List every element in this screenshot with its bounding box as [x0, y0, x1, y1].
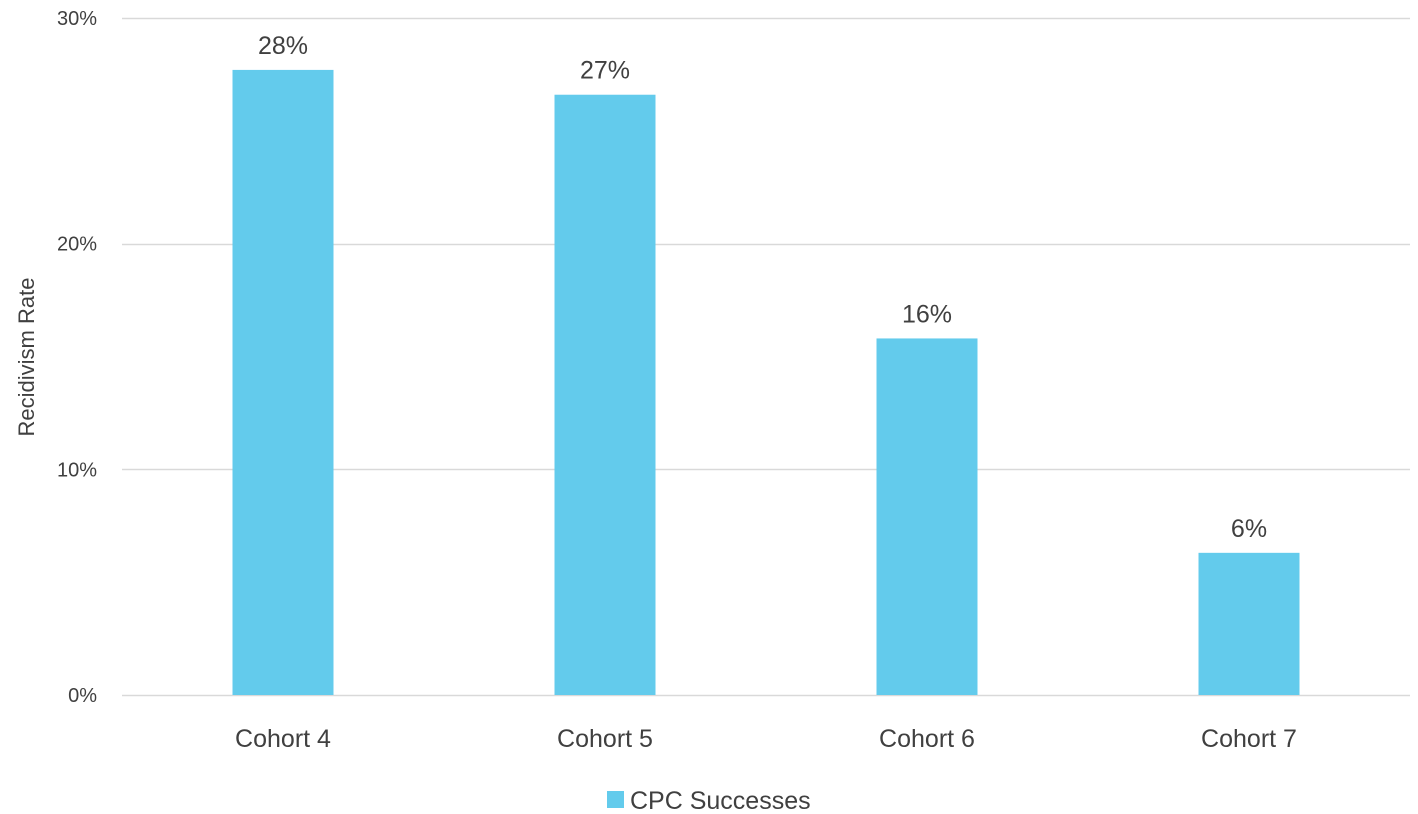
bar-cohort-7 [1198, 552, 1300, 695]
x-axis-category-labels: Cohort 4 Cohort 5 Cohort 6 Cohort 7 [235, 725, 1297, 753]
y-axis-title: Recidivism Rate [14, 278, 39, 437]
data-label: 16% [902, 300, 952, 328]
data-label: 28% [258, 32, 308, 60]
data-label: 6% [1231, 515, 1267, 543]
category-label: Cohort 5 [557, 725, 653, 753]
bars [232, 69, 1300, 696]
category-label: Cohort 6 [879, 725, 975, 753]
y-tick-label: 30% [57, 8, 97, 30]
data-label: 27% [580, 57, 630, 85]
data-labels: 28% 27% 16% 6% [258, 32, 1267, 543]
bar-cohort-4 [232, 69, 334, 696]
legend: CPC Successes [607, 787, 811, 814]
y-tick-label: 20% [57, 234, 97, 256]
bar-cohort-5 [554, 94, 656, 695]
legend-label-cpc-successes: CPC Successes [630, 787, 811, 814]
gridlines [122, 17, 1410, 697]
legend-swatch [607, 791, 624, 808]
category-label: Cohort 7 [1201, 725, 1297, 753]
y-tick-label: 10% [57, 459, 97, 481]
y-axis-tick-labels: 0% 10% 20% 30% [57, 8, 97, 707]
y-tick-label: 0% [68, 685, 97, 707]
bar-cohort-6 [876, 338, 978, 695]
category-label: Cohort 4 [235, 725, 331, 753]
